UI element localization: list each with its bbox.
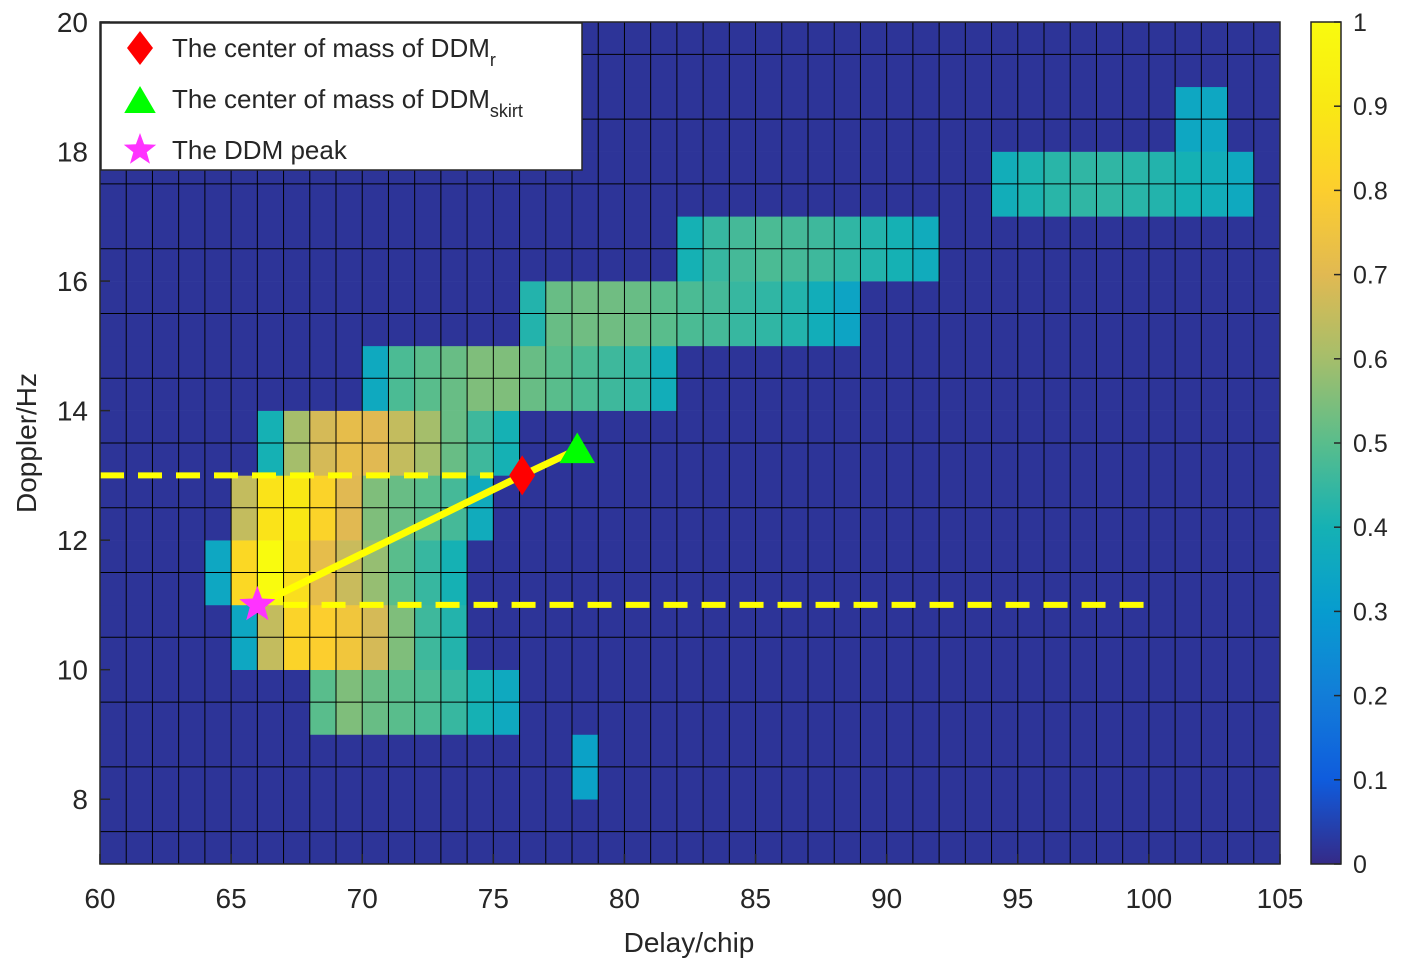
legend-entry-label: The center of mass of DDMr xyxy=(172,33,496,70)
y-tick-label: 10 xyxy=(57,655,88,686)
legend-marker-center-of-mass-r xyxy=(127,31,153,65)
legend-entry-label: The center of mass of DDMskirt xyxy=(172,84,523,121)
marker-center-of-mass-r xyxy=(509,455,536,496)
legend-entry-text: The DDM peak xyxy=(172,135,348,165)
colorbar-tick-label: 0.2 xyxy=(1353,683,1388,711)
colorbar-tick-label: 0.5 xyxy=(1353,430,1388,458)
colorbar-tick-label: 0.4 xyxy=(1353,514,1388,542)
x-tick-label: 65 xyxy=(216,883,247,914)
legend-entry-text: The center of mass of DDM xyxy=(172,33,490,63)
y-axis-ticks: 8 10 12 14 16 18 20 xyxy=(57,7,110,815)
x-tick-label: 70 xyxy=(347,883,378,914)
colorbar-tick-label: 0.9 xyxy=(1353,93,1388,121)
y-tick-label: 16 xyxy=(57,266,88,297)
legend-entry-label: The DDM peak xyxy=(172,135,348,165)
x-tick-label: 60 xyxy=(84,883,115,914)
legend-entry-subscript: r xyxy=(490,50,496,70)
plot-frame xyxy=(99,21,1281,865)
y-tick-label: 12 xyxy=(57,525,88,556)
colorbar: 0 0.1 0.2 0.3 0.4 0.5 0.6 0.7 0.8 0.9 1 xyxy=(1310,9,1388,879)
x-tick-label: 85 xyxy=(740,883,771,914)
x-axis-label: Delay/chip xyxy=(624,927,755,958)
y-tick-label: 18 xyxy=(57,137,88,168)
marker-ddm-peak xyxy=(239,585,276,621)
data-markers xyxy=(239,432,596,621)
legend-marker-ddm-peak xyxy=(123,133,157,164)
legend-box xyxy=(100,22,583,171)
colorbar-tick-label: 0.8 xyxy=(1353,177,1388,205)
legend-entry-subscript: skirt xyxy=(490,101,523,121)
colorbar-tick-label: 0 xyxy=(1353,851,1367,879)
x-axis-ticks: 60 65 70 75 80 85 90 95 100 105 xyxy=(84,854,1303,914)
y-axis-label: Doppler/Hz xyxy=(11,373,42,513)
colorbar-tick-label: 1 xyxy=(1353,9,1367,37)
y-tick-label: 20 xyxy=(57,7,88,38)
colorbar-tick-label: 0.6 xyxy=(1353,346,1388,374)
colorbar-tick-label: 0.1 xyxy=(1353,767,1388,795)
x-tick-label: 75 xyxy=(478,883,509,914)
x-tick-label: 100 xyxy=(1126,883,1173,914)
y-tick-label: 14 xyxy=(57,396,88,427)
x-tick-label: 80 xyxy=(609,883,640,914)
x-tick-label: 90 xyxy=(871,883,902,914)
x-tick-label: 95 xyxy=(1002,883,1033,914)
legend-marker-center-of-mass-skirt xyxy=(124,86,156,113)
x-tick-label: 105 xyxy=(1257,883,1304,914)
colorbar-tick-label: 0.3 xyxy=(1353,598,1388,626)
y-tick-label: 8 xyxy=(72,784,88,815)
marker-center-of-mass-skirt xyxy=(559,432,596,464)
legend-entry-text: The center of mass of DDM xyxy=(172,84,490,114)
colorbar-tick-label: 0.7 xyxy=(1353,262,1388,290)
